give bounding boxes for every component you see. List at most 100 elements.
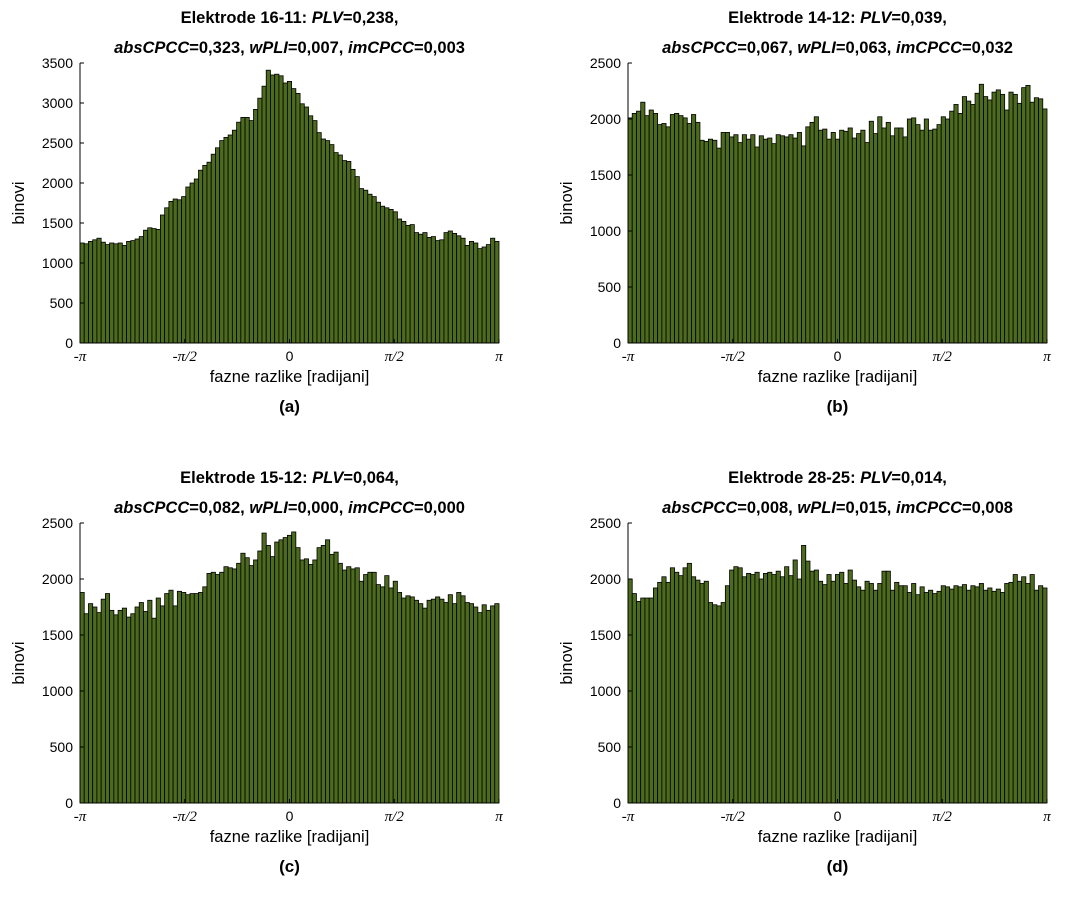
histogram-bar	[422, 607, 428, 804]
histogram-bar	[703, 580, 709, 804]
histogram-bar	[337, 154, 343, 344]
histogram-bar	[665, 126, 671, 344]
histogram-bar	[889, 589, 896, 804]
histogram-bar	[631, 593, 637, 804]
histogram-bar	[991, 590, 997, 804]
histogram-bar	[1000, 93, 1006, 344]
histogram-bar	[384, 207, 390, 344]
title-metric-name: absCPCC	[662, 499, 738, 517]
histogram-bar	[932, 128, 938, 344]
histogram-bar	[1042, 108, 1048, 344]
histogram-bar	[430, 236, 436, 344]
histogram-bar	[974, 92, 980, 344]
histogram-bar	[847, 569, 853, 804]
histogram-bar	[160, 214, 166, 344]
histogram-bar	[104, 593, 111, 804]
histogram-bar	[1038, 585, 1044, 804]
histogram-bar	[699, 139, 705, 344]
histogram-bar	[809, 570, 815, 804]
histogram-bar	[452, 603, 458, 804]
histogram-bar	[856, 133, 862, 344]
title-metric-name: imCPCC	[348, 39, 415, 57]
histogram-bar	[1008, 581, 1014, 804]
histogram-bar	[923, 592, 929, 804]
histogram-bar	[384, 575, 390, 804]
y-tick-label: 3000	[42, 95, 73, 111]
histogram-bar	[176, 590, 182, 804]
histogram-bar	[397, 218, 403, 344]
histogram-bar	[911, 117, 917, 344]
histogram-bar	[881, 127, 887, 344]
histogram-bar	[392, 211, 398, 344]
histogram-bar	[1025, 583, 1031, 804]
y-tick-label: 1500	[42, 627, 73, 643]
histogram-bar	[134, 238, 140, 344]
histogram-bar	[682, 117, 688, 344]
histogram-bar	[915, 124, 921, 344]
histogram-bar	[240, 117, 246, 344]
histogram-bar	[1038, 98, 1044, 344]
histogram-bar	[79, 242, 85, 344]
histogram-bar	[456, 235, 462, 344]
histogram-bar	[439, 598, 445, 804]
histogram-bar	[834, 138, 841, 344]
title-metric-value: =0,238,	[343, 9, 399, 27]
histogram-bar	[121, 607, 127, 804]
subfigure-caption: (c)	[279, 857, 300, 876]
title-metric-value: =0,323,	[189, 39, 249, 57]
histogram-bar	[860, 589, 866, 804]
x-tick-label: 0	[834, 808, 842, 824]
title-prefix: Elektrode 16-11:	[181, 9, 312, 27]
histogram-bar	[443, 232, 449, 344]
histogram-bar	[341, 569, 348, 804]
histogram-bar	[92, 606, 98, 804]
chart-title-line-1: Elektrode 14-12: PLV=0,039,	[728, 9, 947, 27]
x-axis-label: fazne razlike [radijani]	[758, 828, 918, 846]
histogram-bar	[885, 570, 891, 804]
histogram-bar	[430, 598, 436, 804]
histogram-bar	[329, 144, 335, 344]
histogram-bar	[473, 606, 479, 804]
histogram-bar	[801, 545, 807, 804]
histogram-bar	[881, 570, 887, 804]
histogram-bar	[286, 534, 293, 804]
histogram-bar	[966, 589, 972, 804]
title-metric-value: =0,003	[414, 39, 465, 57]
histogram-bar	[1021, 87, 1027, 344]
histogram-bar	[308, 564, 314, 804]
histogram-bar	[308, 115, 314, 344]
histogram-bar	[847, 127, 853, 344]
histogram-bar	[320, 545, 326, 804]
histogram-bar	[796, 578, 802, 804]
histogram-bar	[392, 580, 398, 804]
histogram-bar	[631, 113, 637, 344]
histogram-bar	[885, 121, 891, 344]
title-metric-name: PLV	[860, 9, 893, 27]
chart-title-line-1: Elektrode 15-12: PLV=0,064,	[180, 469, 399, 487]
histogram-bar	[961, 96, 967, 344]
title-metric-value: =0,015,	[836, 499, 896, 517]
histogram-bar	[733, 134, 739, 344]
histogram-bar	[223, 136, 229, 344]
histogram-bar	[248, 120, 254, 344]
histogram-bar	[834, 574, 841, 804]
histogram-bar	[995, 588, 1001, 804]
histogram-bar	[409, 596, 415, 804]
histogram-bar	[490, 237, 496, 344]
histogram-bar	[720, 132, 726, 344]
histogram-bar	[915, 594, 921, 804]
histogram-bar	[716, 147, 722, 344]
y-tick-label: 2500	[42, 515, 73, 531]
histogram-bar	[987, 587, 993, 804]
histogram-bar	[96, 237, 102, 344]
histogram-bar	[88, 240, 94, 344]
histogram-bar	[291, 88, 297, 344]
histogram-bars	[627, 545, 1048, 804]
histogram-bar	[949, 110, 955, 344]
title-metric-name: wPLI	[249, 499, 288, 517]
histogram-bar	[839, 571, 845, 804]
histogram-bar	[636, 110, 642, 344]
histogram-bar	[316, 547, 322, 804]
histogram-bar	[215, 574, 221, 804]
histogram-bar	[439, 239, 445, 344]
